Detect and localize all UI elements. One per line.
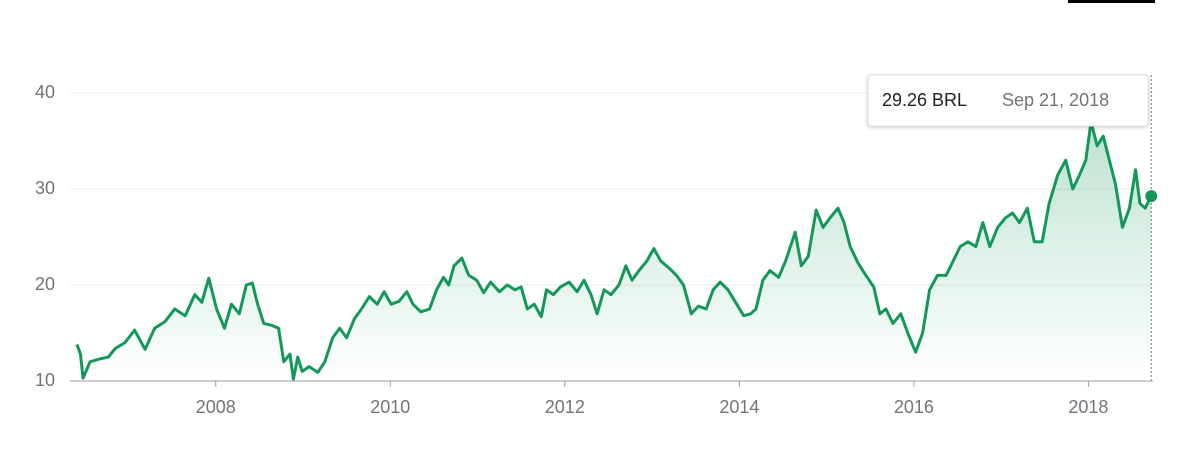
price-line bbox=[75, 120, 1153, 381]
x-tick-label: 2016 bbox=[894, 397, 934, 417]
y-tick-label: 30 bbox=[35, 178, 55, 198]
y-tick-label: 40 bbox=[35, 82, 55, 102]
plot bbox=[75, 75, 1158, 382]
x-tick-label: 2008 bbox=[196, 397, 236, 417]
x-tick-label: 2012 bbox=[545, 397, 585, 417]
hover-point bbox=[1145, 190, 1158, 203]
area-fill bbox=[76, 121, 1152, 382]
x-tick-label: 2018 bbox=[1068, 397, 1108, 417]
tooltip-date: Sep 21, 2018 bbox=[1002, 90, 1109, 110]
tooltip-box bbox=[867, 74, 1149, 127]
top-bar bbox=[1068, 0, 1155, 3]
x-tick-label: 2010 bbox=[370, 397, 410, 417]
y-tick-label: 20 bbox=[35, 274, 55, 294]
tooltip: 29.26 BRL Sep 21, 2018 bbox=[867, 74, 1149, 127]
x-tick-label: 2014 bbox=[719, 397, 759, 417]
y-tick-label: 10 bbox=[35, 370, 55, 390]
tooltip-value: 29.26 BRL bbox=[882, 90, 967, 110]
